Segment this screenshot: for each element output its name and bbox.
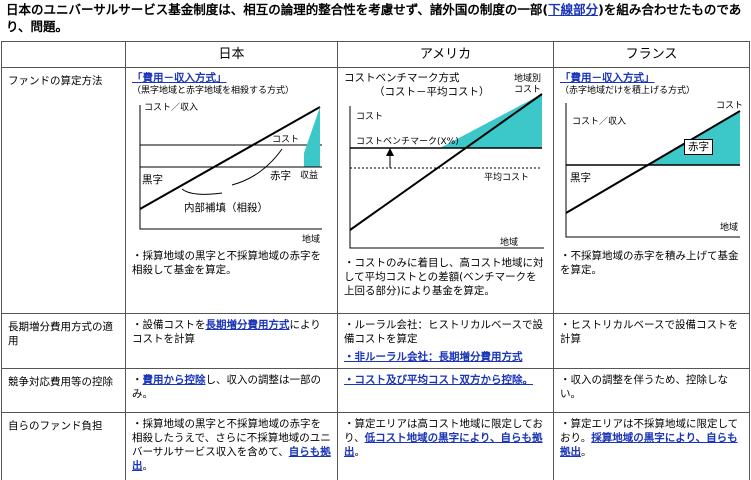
intro-text: 日本のユニバーサルサービス基金制度は、相互の論理的整合性を考慮せず、諸外国の制度… — [6, 1, 746, 35]
japan-chart: コスト／収入 コスト 赤字 収益 黒字 内部補填（相殺） 地域 — [132, 97, 331, 249]
france-fund-calc-cell: 「費用－収入方式」 （赤字地域だけを積上げる方式） コスト／収入 コスト 赤字 … — [553, 67, 750, 314]
japan-deficit-label: 赤字 — [270, 170, 291, 182]
france-cost-line — [565, 110, 741, 214]
usa-competition-cell: ・コスト及び平均コスト双方から控除。 — [337, 368, 554, 413]
france-incremental-cell: ・ヒストリカルベースで設備コストを計算 — [553, 313, 750, 369]
japan-fund-note: ・採算地域の黒字と不採算地域の赤字を相殺して基金を算定。 — [132, 250, 321, 276]
comparison-table: 日本 アメリカ フランス ファンドの算定方法 「費用－収入方式」 （黒字地域と赤… — [1, 41, 750, 480]
japan-chart-title: 「費用－収入方式」 — [132, 72, 227, 84]
japan-burden-end: 。 — [142, 460, 154, 472]
japan-burden-link: 自らも拠出 — [132, 446, 331, 472]
col-japan: 日本 — [125, 41, 338, 68]
usa-chart-title: コストベンチマーク方式 — [344, 72, 460, 84]
underline-note: 下線部分 — [548, 2, 599, 17]
japan-offset-arrow2 — [181, 188, 223, 195]
japan-chart-subtitle: （黒字地域と赤字地域を相殺する方式） — [132, 86, 295, 96]
japan-incr-text2: によりコストを計算 — [132, 319, 321, 345]
france-competition-cell: ・収入の調整を伴うため、控除しない。 — [553, 368, 750, 413]
japan-revenue-label: 収益 — [300, 171, 319, 181]
rowhead-fund-calc: ファンドの算定方法 — [1, 67, 126, 314]
usa-comp-link: ・コスト及び平均コスト双方から控除。 — [344, 374, 533, 386]
usa-excess-fill — [440, 94, 542, 148]
intro-text-part: )を組み合わせたものであり、問題。 — [6, 2, 742, 34]
france-chart-subtitle: （赤字地域だけを積上げる方式） — [560, 86, 696, 96]
france-fund-note: ・不採算地域の赤字を積み上げて基金を算定。 — [560, 250, 739, 276]
corner-cell — [1, 41, 126, 68]
usa-regional-cost-label2: コスト — [514, 85, 542, 95]
header-row: 日本 アメリカ フランス — [1, 41, 750, 68]
france-burden-link: 採算地域の黒字により、自らも拠出 — [560, 432, 738, 458]
rowhead-own-burden: 自らのファンド負担 — [1, 412, 126, 480]
usa-cost-label: コスト — [356, 112, 384, 122]
france-chart: コスト／収入 コスト 赤字 黒字 地域 — [560, 97, 743, 249]
usa-chart-subtitle: （コスト－平均コスト） — [374, 86, 490, 98]
france-axis-y-label: コスト／収入 — [572, 117, 627, 127]
usa-axes — [349, 106, 544, 249]
japan-axes — [139, 105, 322, 230]
usa-incr-rural: ・ルーラル会社：ヒストリカルベースで設備コストを算定 — [344, 319, 543, 345]
france-cost-label: コスト — [716, 101, 744, 111]
japan-comp-link: 費用から控除 — [142, 374, 206, 386]
usa-incremental-cell: ・ルーラル会社：ヒストリカルベースで設備コストを算定 ・非ルーラル会社：長期増分… — [337, 313, 554, 369]
japan-incr-text: ・設備コストを — [132, 319, 206, 331]
japan-fund-calc-cell: 「費用－収入方式」 （黒字地域と赤字地域を相殺する方式） コスト／収入 コスト … — [125, 67, 338, 314]
usa-fund-calc-cell: コストベンチマーク方式 （コスト－平均コスト） 地域別 コスト コスト コストベ… — [337, 67, 554, 314]
japan-chart-svg — [139, 105, 322, 230]
japan-incremental-cell: ・設備コストを長期増分費用方式によりコストを計算 — [125, 313, 338, 369]
france-burden-cell: ・算定エリアは不採算地域に限定しており。採算地域の黒字により、自らも拠出。 — [553, 412, 750, 480]
france-surplus-label: 黒字 — [570, 172, 591, 184]
usa-axis-x-label: 地域 — [500, 238, 519, 248]
france-deficit-label: 赤字 — [684, 139, 713, 155]
usa-burden-text: ・算定エリアは高コスト地域に限定しており、 — [344, 418, 543, 444]
france-burden-text: ・算定エリアは不採算地域に限定しており。 — [560, 418, 739, 444]
france-chart-title: 「費用－収入方式」 — [560, 72, 655, 84]
japan-deficit-fill — [304, 107, 320, 167]
japan-axis-x-label: 地域 — [302, 235, 321, 245]
col-usa: アメリカ — [337, 41, 554, 68]
col-france: フランス — [553, 41, 750, 68]
france-chart-svg — [565, 103, 741, 238]
france-burden-end: 。 — [581, 446, 592, 458]
usa-incr-nonrural: ・非ルーラル会社：長期増分費用方式 — [344, 351, 523, 363]
row-incremental: 長期増分費用方式の適用 ・設備コストを長期増分費用方式によりコストを計算 ・ルー… — [1, 313, 750, 369]
usa-chart-svg — [349, 93, 544, 249]
japan-burden-text: ・採算地域の黒字と不採算地域の赤字を相殺したうえで、さらに不採算地域のユニバーサ… — [132, 418, 331, 458]
japan-axis-y-label: コスト／収入 — [144, 103, 199, 113]
row-fund-calc: ファンドの算定方法 「費用－収入方式」 （黒字地域と赤字地域を相殺する方式） コ… — [1, 67, 750, 314]
rowhead-competition: 競争対応費用等の控除 — [1, 368, 126, 413]
japan-burden-cell: ・採算地域の黒字と不採算地域の赤字を相殺したうえで、さらに不採算地域のユニバーサ… — [125, 412, 338, 480]
intro-text-part: 日本のユニバーサルサービス基金制度は、相互の論理的整合性を考慮せず、諸外国の制度… — [6, 2, 549, 17]
usa-avg-cost-label: 平均コスト — [484, 173, 530, 183]
japan-comp-bullet: ・ — [132, 374, 143, 386]
japan-offset-label: 内部補填（相殺） — [184, 202, 268, 214]
japan-cost-label: コスト — [272, 135, 300, 145]
usa-burden-cell: ・算定エリアは高コスト地域に限定しており、低コスト地域の黒字により、自らも拠出。 — [337, 412, 554, 480]
usa-burden-end: 。 — [354, 446, 366, 458]
usa-chart: コストベンチマーク方式 （コスト－平均コスト） 地域別 コスト コスト コストベ… — [344, 72, 547, 256]
japan-surplus-label: 黒字 — [142, 174, 163, 186]
japan-incr-link: 長期増分費用方式 — [205, 319, 290, 331]
usa-cost-line — [349, 93, 543, 231]
rowhead-incremental: 長期増分費用方式の適用 — [1, 313, 126, 369]
france-axes — [565, 103, 740, 238]
usa-arrow-head — [386, 148, 394, 156]
japan-comp-text: し、収入の調整は一部のみ。 — [132, 374, 321, 400]
usa-regional-cost-label: 地域別 — [514, 74, 542, 84]
japan-offset-arrow — [231, 148, 283, 186]
france-axis-x-label: 地域 — [720, 223, 739, 233]
usa-fund-note: ・コストのみに着目し、高コスト地域に対して平均コストとの差額(ベンチマークを上回… — [344, 257, 544, 297]
row-competition: 競争対応費用等の控除 ・費用から控除し、収入の調整は一部のみ。 ・コスト及び平均… — [1, 368, 750, 413]
row-own-burden: 自らのファンド負担 ・採算地域の黒字と不採算地域の赤字を相殺したうえで、さらに不… — [1, 412, 750, 480]
japan-competition-cell: ・費用から控除し、収入の調整は一部のみ。 — [125, 368, 338, 413]
japan-revenue-line — [139, 106, 321, 210]
usa-burden-link: 低コスト地域の黒字により、自らも拠出 — [344, 432, 543, 458]
usa-benchmark-label: コストベンチマーク(X%) — [356, 137, 459, 147]
